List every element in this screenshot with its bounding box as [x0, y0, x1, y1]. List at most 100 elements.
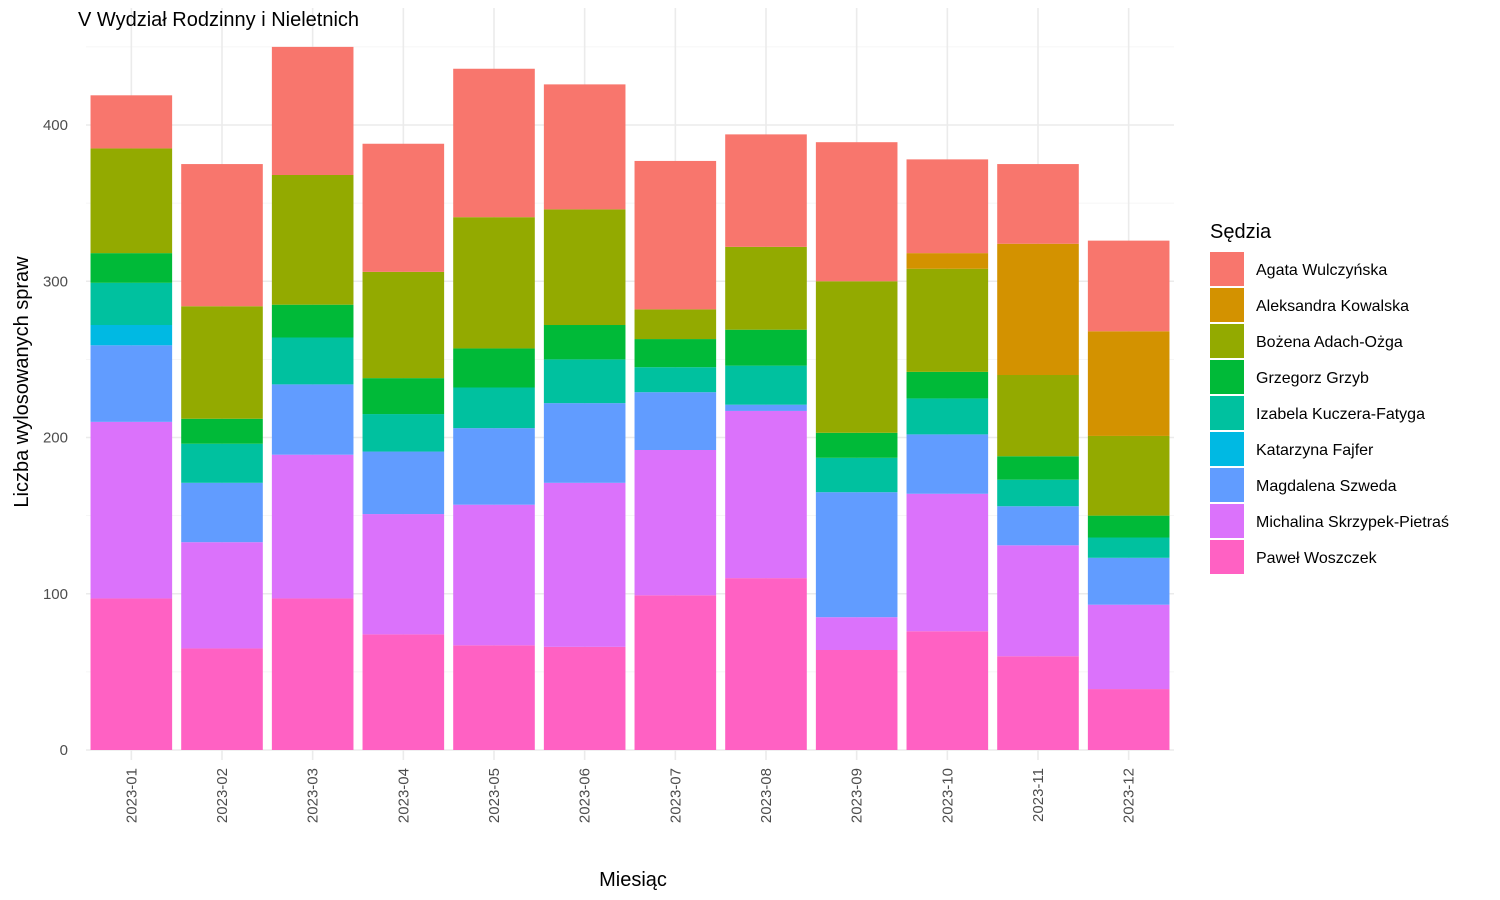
- legend-swatch: [1210, 360, 1244, 394]
- x-tick-label: 2023-12: [1121, 768, 1138, 823]
- legend-label: Paweł Woszczek: [1256, 550, 1378, 567]
- bar-segment: [634, 450, 717, 596]
- bar-segment: [906, 493, 989, 632]
- bar-segment: [997, 456, 1079, 480]
- bar-segment: [90, 253, 173, 283]
- bar-segment: [543, 359, 626, 404]
- bar-segment: [362, 451, 445, 515]
- bar-segment: [90, 95, 173, 149]
- x-tick-label: 2023-09: [849, 768, 866, 823]
- bar-segment: [453, 387, 535, 429]
- legend-swatch: [1210, 504, 1244, 538]
- bar-segment: [997, 545, 1079, 657]
- bar-segment: [543, 646, 626, 751]
- x-tick-label: 2023-01: [123, 768, 140, 823]
- bar-segment: [997, 479, 1079, 507]
- bar-segment: [634, 367, 717, 393]
- bar-segment: [181, 418, 263, 444]
- bar-segment: [906, 434, 989, 494]
- bar-segment: [543, 84, 626, 210]
- bar-segment: [906, 631, 989, 750]
- bar-segment: [362, 514, 445, 635]
- y-tick-label: 300: [43, 273, 68, 290]
- bar-segment: [634, 392, 717, 450]
- bar-segment: [1087, 331, 1170, 436]
- bar-segment: [543, 482, 626, 647]
- legend: Sędzia Agata Wulczyńska Aleksandra Kowals…: [1210, 221, 1449, 574]
- y-axis-title: Liczba wylosowanych spraw: [11, 256, 33, 508]
- bar-segment: [181, 306, 263, 419]
- bar-segment: [997, 656, 1079, 750]
- x-axis-ticks: 2023-01 2023-02 2023-03 2023-04 2023-05 2023-…: [123, 768, 1137, 823]
- bar-segment: [271, 454, 354, 599]
- bar-segment: [543, 325, 626, 360]
- bar-segment: [1087, 537, 1170, 558]
- bar-segment: [906, 253, 989, 269]
- x-axis-title: Miesiąc: [599, 869, 667, 891]
- legend-label: Katarzyna Fajfer: [1256, 442, 1374, 459]
- bar-segment: [815, 142, 898, 282]
- legend-swatch: [1210, 288, 1244, 322]
- bar-segment: [362, 414, 445, 452]
- bar-segment: [815, 617, 898, 650]
- bar-segment: [181, 164, 263, 307]
- x-tick-label: 2023-06: [577, 768, 594, 823]
- bar-segment: [1087, 435, 1170, 516]
- bar-segment: [181, 542, 263, 649]
- bar-segment: [634, 339, 717, 368]
- bar-segment: [453, 428, 535, 505]
- bar-segment: [181, 443, 263, 483]
- bar-segment: [271, 46, 354, 176]
- bar-segment: [815, 492, 898, 618]
- bar-segment: [271, 304, 354, 338]
- bar-segment: [362, 378, 445, 415]
- bar-segment: [271, 598, 354, 750]
- bar-segment: [906, 398, 989, 435]
- legend-label: Grzegorz Grzyb: [1256, 370, 1369, 387]
- bar-segment: [997, 375, 1079, 457]
- x-tick-label: 2023-10: [939, 768, 956, 823]
- bar-segment: [543, 209, 626, 326]
- y-tick-label: 100: [43, 586, 68, 603]
- legend-title: Sędzia: [1210, 221, 1272, 243]
- legend-label: Agata Wulczyńska: [1256, 262, 1387, 279]
- bar-segment: [362, 143, 445, 272]
- bar-segment: [725, 365, 807, 405]
- legend-swatch: [1210, 324, 1244, 358]
- bar-segment: [1087, 604, 1170, 690]
- x-tick-label: 2023-07: [667, 768, 684, 823]
- bar-segment: [725, 246, 807, 330]
- bar-segment: [815, 650, 898, 750]
- bar-segment: [1087, 240, 1170, 332]
- bar-segment: [725, 404, 807, 411]
- bar-segment: [271, 384, 354, 455]
- chart-title: V Wydział Rodzinny i Nieletnich: [78, 9, 359, 31]
- bars: [90, 46, 1170, 751]
- bar-segment: [725, 329, 807, 366]
- bar-segment: [362, 271, 445, 379]
- bar-segment: [634, 595, 717, 750]
- legend-label: Aleksandra Kowalska: [1256, 298, 1409, 315]
- bar-segment: [997, 243, 1079, 375]
- bar-segment: [362, 634, 445, 751]
- bar-segment: [1087, 689, 1170, 750]
- bar-segment: [815, 432, 898, 458]
- bar-segment: [453, 217, 535, 349]
- x-tick-label: 2023-11: [1030, 768, 1047, 822]
- bar-segment: [90, 345, 173, 422]
- bar-segment: [725, 410, 807, 579]
- bar-segment: [906, 371, 989, 399]
- y-axis-ticks: 0 100 200 300 400: [43, 117, 68, 759]
- bar-segment: [997, 164, 1079, 244]
- bar-segment: [1087, 515, 1170, 538]
- legend-swatch: [1210, 252, 1244, 286]
- bar-segment: [815, 281, 898, 433]
- bar-segment: [271, 337, 354, 385]
- bar-segment: [815, 457, 898, 493]
- bar-segment: [725, 578, 807, 751]
- bar-segment: [634, 160, 717, 310]
- bar-segment: [1087, 557, 1170, 605]
- y-tick-label: 200: [43, 430, 68, 447]
- legend-swatch: [1210, 432, 1244, 466]
